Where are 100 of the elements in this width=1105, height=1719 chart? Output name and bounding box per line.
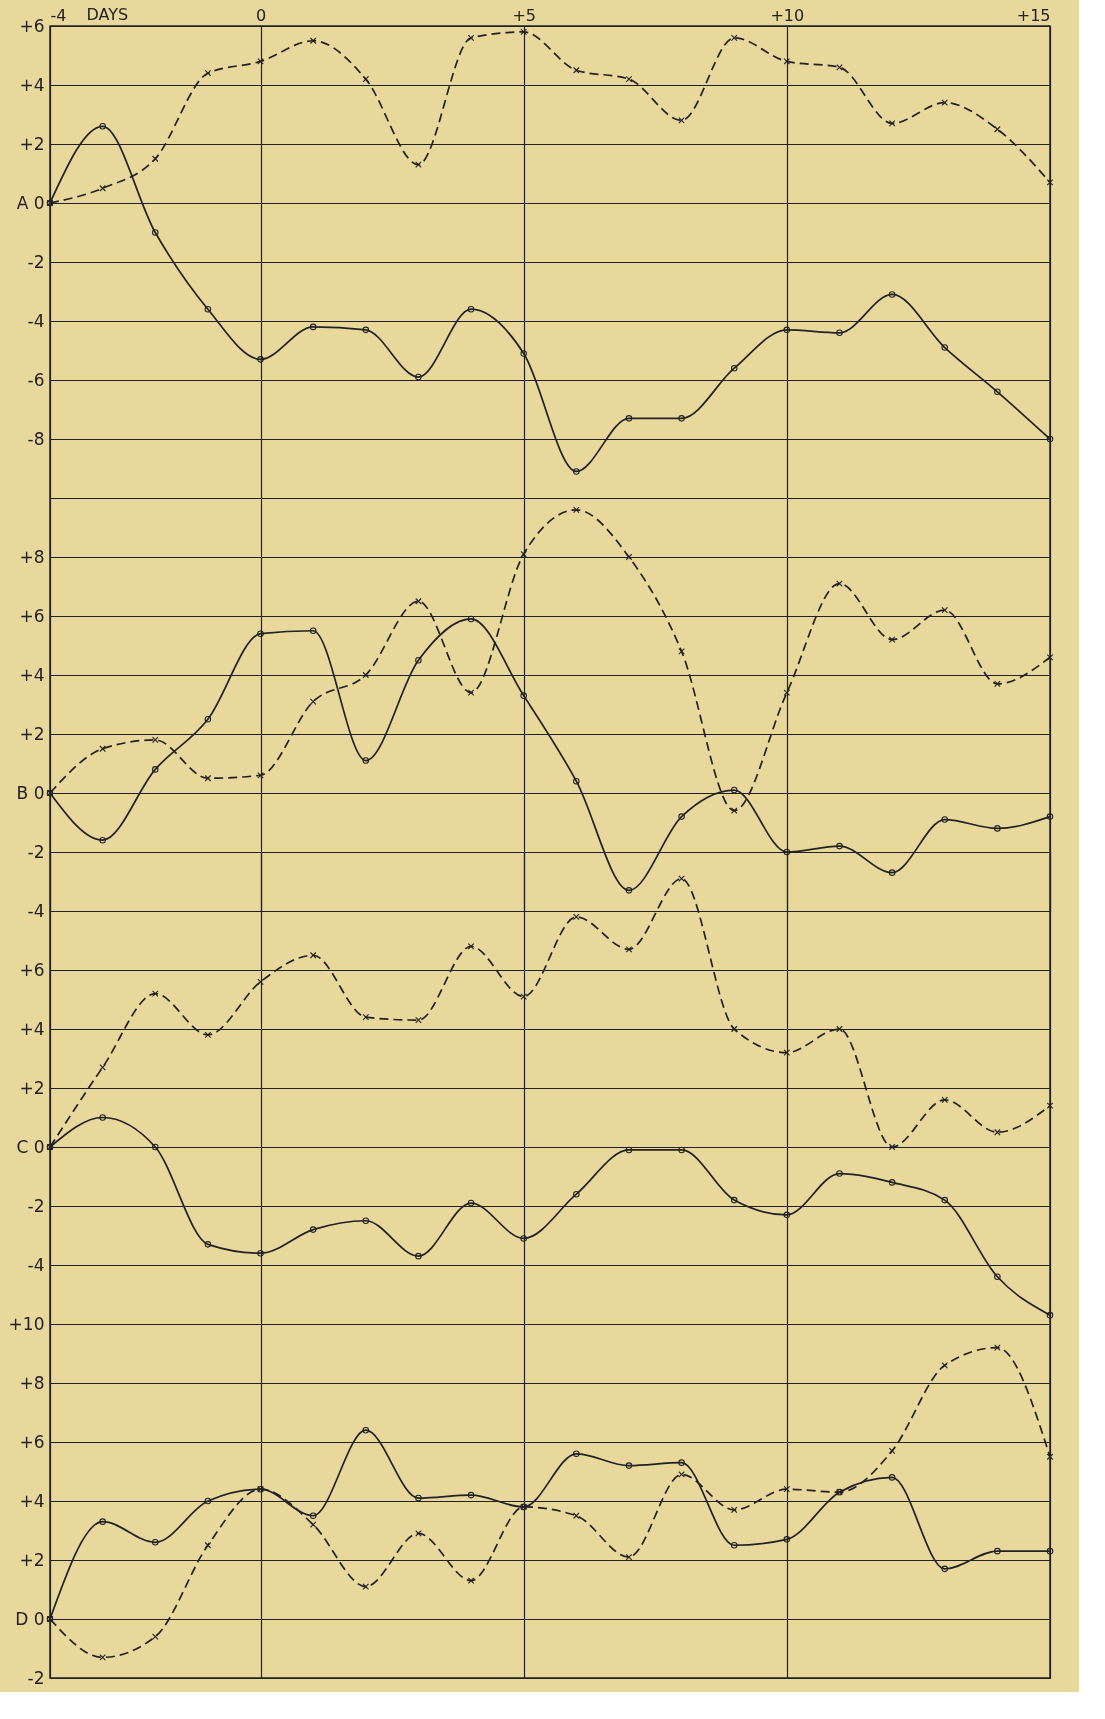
y-tick-label: +4 (19, 1018, 45, 1039)
point (99, 836, 106, 844)
point (678, 1459, 685, 1466)
point (783, 1211, 791, 1219)
y-tick-label: D 0 (15, 1608, 45, 1629)
point (467, 615, 475, 623)
point (309, 627, 317, 635)
point (1046, 1102, 1054, 1109)
point (415, 1016, 422, 1024)
point (573, 913, 580, 921)
point (204, 1241, 212, 1248)
y-tick-label: +6 (19, 605, 45, 626)
point (625, 1553, 633, 1561)
y-tick-label: -2 (27, 1667, 45, 1688)
point (99, 745, 106, 753)
point (467, 943, 475, 950)
x-tick-label: -4 (50, 5, 67, 25)
point (415, 597, 422, 605)
point (467, 1199, 475, 1207)
point (257, 630, 264, 637)
point (309, 1226, 317, 1233)
point (888, 1474, 896, 1481)
y-tick-label: +4 (19, 74, 45, 95)
y-tick-label: B 0 (16, 782, 45, 803)
point (888, 1447, 896, 1455)
point (415, 656, 422, 664)
point (309, 1521, 317, 1528)
point (994, 680, 1001, 688)
point (888, 1179, 896, 1186)
point (520, 1235, 527, 1242)
point (573, 1190, 580, 1198)
point (362, 1426, 370, 1434)
point (257, 1249, 264, 1257)
point (888, 636, 896, 643)
y-tick-label: +6 (19, 959, 45, 980)
x-axis-title: DAYS (86, 4, 129, 24)
point (520, 550, 527, 558)
point (730, 1025, 738, 1033)
point (204, 1497, 212, 1505)
point (573, 777, 580, 785)
point (625, 1462, 633, 1469)
x-tick-label: +5 (512, 5, 536, 25)
point (520, 692, 527, 699)
y-tick-label: -2 (27, 1195, 45, 1216)
point (678, 1146, 685, 1154)
point (994, 825, 1001, 832)
point (888, 869, 896, 876)
point (783, 1485, 791, 1493)
y-tick-label: +2 (19, 1549, 45, 1570)
point (730, 1506, 738, 1514)
point (730, 1196, 738, 1204)
point (994, 1547, 1001, 1555)
y-tick-label: +6 (19, 15, 45, 36)
point (362, 1217, 370, 1225)
point (309, 698, 317, 705)
y-tick-label: -6 (27, 369, 45, 390)
y-tick-label: +2 (19, 723, 45, 744)
point (941, 1196, 949, 1204)
point (309, 951, 317, 959)
point (678, 813, 685, 820)
point (467, 1577, 475, 1584)
point (941, 606, 949, 614)
point (151, 1539, 159, 1546)
y-tick-label: -2 (27, 251, 45, 272)
point (994, 1273, 1001, 1281)
point (836, 1025, 843, 1033)
point (625, 946, 633, 953)
y-tick-label: +2 (19, 133, 45, 154)
point (573, 1450, 580, 1458)
y-tick-label: +10 (8, 1313, 45, 1334)
point (836, 842, 843, 850)
y-tick-label: +8 (19, 1372, 45, 1393)
y-tick-label: +4 (19, 1490, 45, 1511)
point (783, 1536, 791, 1543)
point (573, 506, 580, 514)
point (151, 736, 159, 744)
point (625, 887, 633, 894)
y-tick-label: -4 (27, 310, 45, 331)
point (783, 1049, 791, 1056)
y-tick-label: -4 (27, 900, 45, 921)
y-tick-label: A 0 (16, 192, 45, 213)
point (730, 807, 738, 814)
point (151, 766, 159, 773)
x-tick-label: +10 (770, 5, 805, 25)
point (99, 1114, 106, 1121)
point (730, 786, 738, 794)
point (941, 1565, 949, 1573)
point (520, 993, 527, 1000)
point (783, 689, 791, 696)
point (151, 1143, 159, 1151)
x-tick-label: +15 (1016, 5, 1051, 25)
y-tick-label: -2 (27, 841, 45, 862)
point (257, 772, 264, 779)
point (1046, 1453, 1054, 1461)
point (204, 774, 212, 782)
point (204, 715, 212, 723)
point (151, 990, 159, 997)
y-tick-label: +8 (19, 546, 45, 567)
point (730, 1541, 738, 1549)
point (309, 1512, 317, 1520)
